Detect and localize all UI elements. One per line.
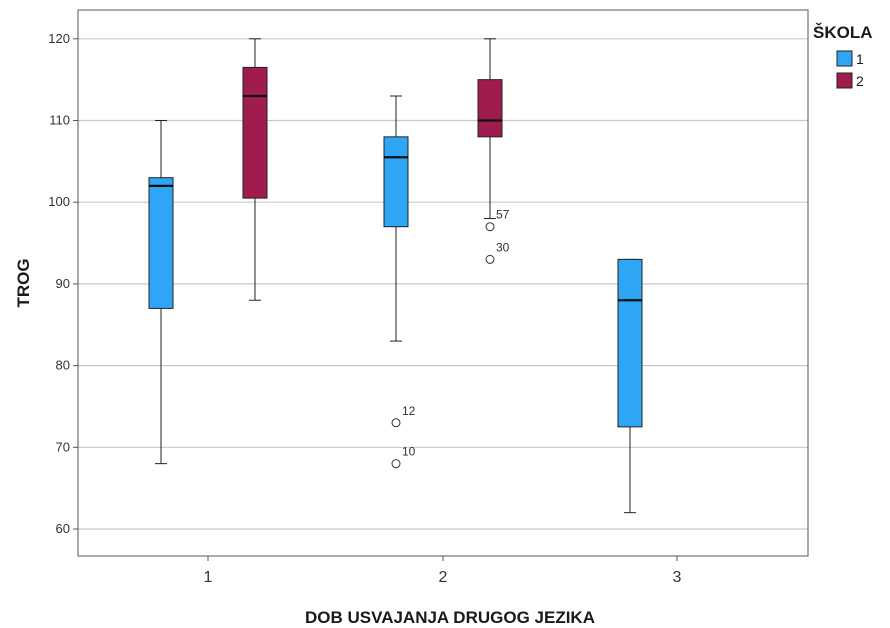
iqr-box: [477, 79, 503, 138]
y-tick-label: 120: [48, 31, 70, 46]
x-axis: 1 2 3: [204, 556, 682, 586]
box-series-2-cat-1: [242, 38, 268, 301]
y-axis: 60 70 80 90 100 110 120: [48, 31, 78, 536]
outlier-point: [485, 222, 495, 232]
outlier-point: [391, 459, 401, 469]
legend: ŠKOLA 1 2: [813, 23, 873, 89]
gridlines: [78, 38, 808, 530]
x-axis-title: DOB USVAJANJA DRUGOG JEZIKA: [305, 608, 595, 627]
outlier-label: 12: [402, 404, 416, 418]
legend-title: ŠKOLA: [813, 23, 873, 42]
iqr-box: [242, 66, 268, 199]
outlier-label: 30: [496, 240, 510, 254]
y-tick-label: 60: [56, 521, 70, 536]
plot-frame: [77, 9, 809, 557]
x-tick-label: 3: [673, 569, 682, 586]
box-series-1-cat-2: 12 10: [383, 95, 416, 469]
box-series-1-cat-1: [148, 120, 174, 465]
box-series-2-cat-2: 57 30: [477, 38, 510, 264]
y-axis-title: TROG: [14, 258, 33, 307]
y-tick-label: 110: [49, 113, 70, 128]
outlier-label: 10: [402, 445, 416, 459]
outlier-point: [485, 254, 495, 264]
x-tick-label: 2: [439, 569, 448, 586]
y-tick-label: 80: [56, 358, 70, 373]
legend-label: 1: [856, 51, 864, 67]
y-tick-label: 90: [56, 276, 70, 291]
iqr-box: [383, 136, 409, 228]
legend-swatch: [836, 50, 853, 67]
legend-swatch: [836, 72, 853, 89]
legend-label: 2: [856, 73, 864, 89]
outlier-point: [391, 418, 401, 428]
box-series-1-cat-3: [617, 258, 643, 514]
iqr-box: [617, 258, 643, 428]
y-tick-label: 100: [48, 194, 70, 209]
boxes: 12 10 57 30: [148, 38, 643, 514]
y-tick-label: 70: [56, 439, 70, 454]
iqr-box: [148, 177, 174, 309]
x-tick-label: 1: [204, 569, 213, 586]
outlier-label: 57: [496, 208, 510, 222]
